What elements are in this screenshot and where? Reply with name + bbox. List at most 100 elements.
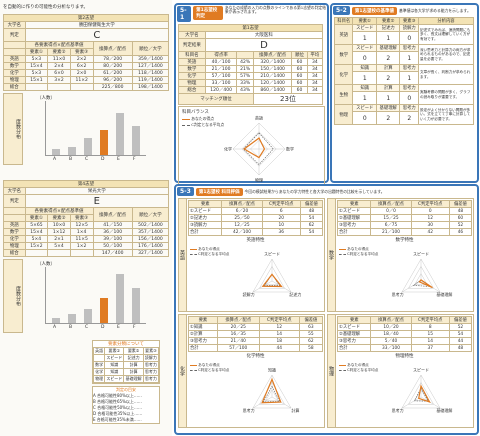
s3-col-head: 換算点／配点: [370, 316, 412, 324]
row-rank: 127／1400: [131, 62, 170, 70]
legend-cell: 基礎理解: [123, 375, 144, 383]
bar-label: B: [69, 157, 73, 162]
s2-col-0: 科目名: [333, 17, 354, 25]
s1-cell: 860／1400: [252, 86, 293, 94]
legend-row: 物理 スピード 基礎理解 思考力: [92, 375, 160, 383]
table-row: 英語 40／100 42% 320／1400 60 34: [178, 58, 324, 66]
legend-cell: 記述力: [123, 354, 144, 362]
s3-cell: 54: [448, 330, 473, 338]
s1-desc: あなたの成績の入力の点数のラインである第1志望の判定結果が表示されます。: [224, 5, 326, 15]
legend-cell: 計算: [123, 361, 144, 369]
s2-analysis-text: 深い思考力と計算力の両方が求められるものがあるので、記述量を必要です。: [418, 44, 474, 65]
s3-cell: 57／100: [216, 344, 260, 352]
row-rank: 198／1400: [131, 83, 170, 91]
row-score: 96／200: [92, 76, 133, 84]
radar-you-series: [261, 273, 283, 288]
s2-subject: 英語: [333, 24, 354, 45]
s3-cell: ①知識: [188, 323, 218, 331]
s3-col-head: 要素: [336, 200, 372, 208]
s3-legend-pass-label: C判定となる平均点: [347, 368, 379, 372]
s1-cell: 34: [306, 86, 324, 94]
s3-legend-you-label: あなたの得点: [198, 363, 220, 367]
s2-element-value: 1: [399, 51, 419, 65]
choice4-el2: 要素②: [47, 214, 71, 222]
s3-cell: 15: [410, 330, 450, 338]
choice2-univ-name: 勝田保健衛生大学: [24, 21, 170, 29]
radar-pass-series: [242, 132, 274, 166]
s3-cell: ①スピード: [336, 323, 372, 331]
s3-panel-head: 要素 換算点／配点 C判定平均点 偏差値: [336, 200, 473, 208]
s3-panel-head: 要素 換算点／配点 C判定平均点 偏差値: [336, 316, 473, 324]
radar-axis-label: 思考力: [243, 407, 255, 413]
legend-row: 化学 知識 計算 思考力: [92, 368, 160, 376]
s1-header: 第1志望: [178, 24, 323, 32]
s3-cell: 14: [410, 337, 450, 345]
bar-E: [116, 274, 124, 323]
s3-cell: 52: [448, 221, 473, 229]
s3-legend-pass: C判定となる平均点: [190, 252, 229, 257]
s3-panel-body: 要素 換算点／配点 C判定平均点 偏差値 ①スピード 6／20 6 48 ②記述力 25／50 20…: [187, 199, 324, 311]
row-el3: [69, 83, 94, 91]
row-score: 50／100: [92, 242, 133, 250]
judge-note-line: D 合格可能性35%以上……: [93, 411, 143, 416]
bar-label: D: [101, 325, 105, 330]
s3-panel-head: 要素 換算点／配点 C判定平均点 偏差値: [187, 200, 324, 208]
s1-title: 第1志望校 判定: [193, 6, 223, 20]
choice2-col-main: 各要素得点×配点基準値: [24, 41, 94, 49]
s3-legend: あなたの得点 C判定となる平均点: [190, 247, 229, 257]
s1-judge-value: D: [204, 38, 324, 52]
row-el3: 12×5: [69, 221, 94, 229]
choice4-col-main: 各要素得点×配点基準値: [24, 207, 94, 215]
choice2-judge-value: C: [24, 28, 170, 42]
row-el3: 1×4: [69, 228, 94, 236]
choice2-el1: 要素①: [24, 48, 49, 56]
row-el2: 6×0: [47, 69, 71, 77]
s1-cell: 60: [291, 72, 308, 80]
s1-cell: 34: [306, 58, 324, 66]
row-subject: 物理: [3, 76, 26, 84]
s2-element-value: 2: [399, 111, 419, 125]
s1-cell: 60: [291, 65, 308, 73]
s3-panel-title: 物理特性: [395, 354, 414, 359]
radar-grid: [401, 374, 441, 409]
s3-cell: 20: [261, 214, 301, 222]
choice2-block: 第2志望 大学名 勝田保健衛生大学 判定 C 各要素得点×配点基準値 換算点／配点 順位…: [3, 14, 170, 165]
s1-matching-label: マッチング順位: [178, 93, 254, 105]
s1-cell: 34: [306, 72, 324, 80]
row-el3: 1×2: [69, 242, 94, 250]
radar-you-series: [261, 377, 282, 404]
s3-legend-pass-label: C判定となる平均点: [198, 368, 230, 372]
choice4-el1: 要素①: [24, 214, 49, 222]
s3-cell: 46: [448, 228, 473, 236]
row-subject: 物理: [3, 242, 26, 250]
s1-cell: 57／100: [204, 72, 238, 80]
s3-cell: 60: [448, 214, 473, 222]
legend-cell: 読解力: [142, 354, 160, 362]
row-subject: 数学: [3, 228, 26, 236]
row-subject: 化学: [3, 235, 26, 243]
s2-element-label: 知識: [352, 64, 377, 72]
s3-cell: 21／100: [370, 228, 412, 236]
choice4-judge-label: 判定: [3, 194, 26, 208]
legend-cell: 物理: [92, 375, 106, 383]
radar-axis-label: スピード: [264, 252, 280, 257]
s3-panel-head: 要素 換算点／配点 C判定平均点 偏差値: [188, 316, 324, 324]
s3-cell: 54: [299, 214, 324, 222]
s2-subject: 化学: [333, 64, 354, 85]
choice2-col-total: 換算点／配点: [92, 41, 133, 56]
row-rank: 176／1400: [131, 242, 170, 250]
s2-analysis-text: 設定がよく分からない問題が多い。式を立てて丁寧に計算していく力が必要です。: [418, 104, 474, 125]
element-legend-title: 要素分類について: [108, 342, 144, 347]
legend-row: スピード 記述力 読解力: [92, 354, 160, 362]
table-row: ①スピード 0／0 0 48: [336, 207, 473, 215]
s3-col-head: 偏差値: [448, 316, 473, 324]
s1-cell: 総合: [178, 86, 206, 94]
radar-grid: [252, 258, 292, 293]
s2-element-value: 1: [352, 31, 377, 45]
s2-element-label: 思考力: [399, 84, 419, 92]
intro-line: を自動的に作りの可能性の分析なります。: [3, 5, 89, 10]
s3-cell: 54: [299, 228, 324, 236]
radar-axis-label: 思考力: [392, 407, 404, 413]
s3-cell: 62: [298, 337, 324, 345]
